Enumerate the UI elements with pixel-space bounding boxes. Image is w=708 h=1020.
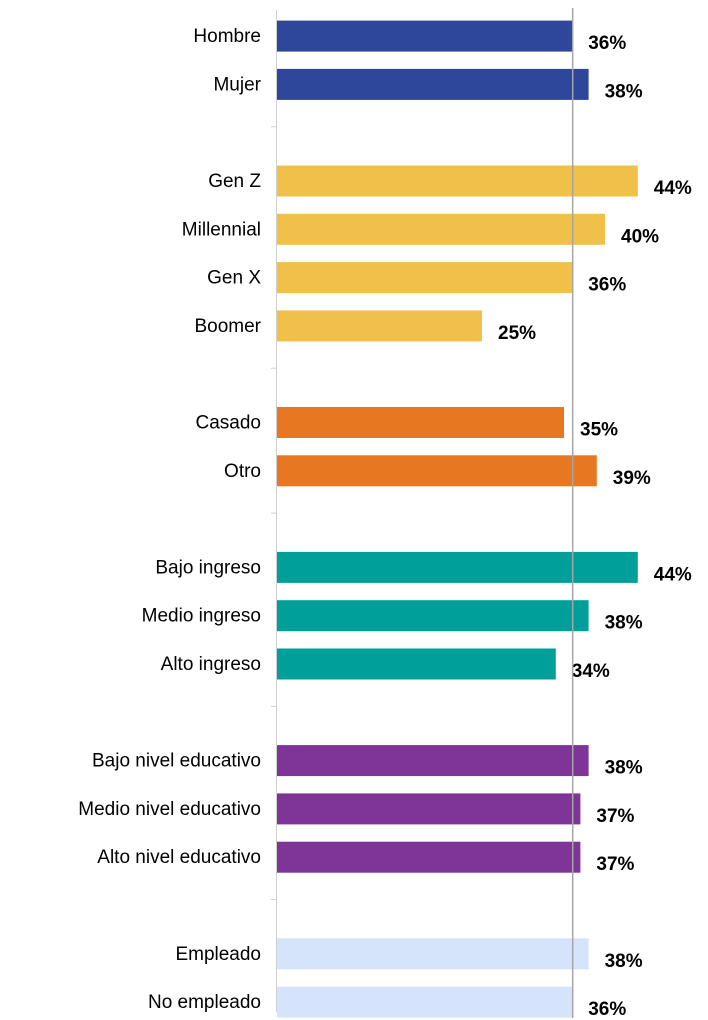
value-label: 38%: [605, 613, 643, 634]
category-label: Alto nivel educativo: [97, 847, 261, 868]
value-label: 38%: [605, 951, 643, 972]
bar: [277, 455, 597, 487]
category-label: Mujer: [213, 74, 261, 95]
labels-layer: Hombre 36% Mujer 38% Gen Z 44% Millennial 40% Ge…: [78, 8, 692, 1020]
bar: [277, 793, 581, 825]
category-label: Gen Z: [208, 171, 261, 192]
bar: [277, 262, 573, 294]
value-label: 37%: [596, 854, 634, 875]
category-label: Medio nivel educativo: [78, 799, 261, 820]
bar: [277, 213, 605, 245]
bar: [277, 551, 638, 583]
bar: [277, 841, 581, 873]
bar: [277, 938, 589, 970]
value-label: 34%: [572, 661, 610, 682]
value-label: 35%: [580, 420, 618, 441]
category-label: Medio ingreso: [142, 606, 261, 627]
category-label: Empleado: [175, 944, 261, 965]
value-label: 36%: [588, 275, 626, 296]
category-label: Alto ingreso: [161, 654, 261, 675]
bar: [277, 68, 589, 100]
bar: [277, 310, 482, 342]
value-label: 38%: [605, 81, 643, 102]
category-label: Bajo ingreso: [155, 557, 261, 578]
value-label: 44%: [654, 564, 692, 585]
bar: [277, 600, 589, 632]
category-label: Millennial: [182, 219, 261, 240]
axis-layer: [271, 10, 277, 1012]
bar: [277, 648, 556, 680]
value-label: 36%: [588, 999, 626, 1020]
category-label: Casado: [196, 413, 262, 434]
bar: [277, 20, 573, 52]
value-label: 38%: [605, 758, 643, 779]
value-label: 25%: [498, 323, 536, 344]
bar: [277, 986, 573, 1018]
category-label: Boomer: [194, 316, 261, 337]
value-label: 37%: [596, 806, 634, 827]
bar: [277, 745, 589, 777]
bar: [277, 165, 638, 197]
value-label: 39%: [613, 468, 651, 489]
value-label: 40%: [621, 226, 659, 247]
bar: [277, 407, 564, 438]
category-label: No empleado: [148, 992, 261, 1013]
value-label: 44%: [654, 178, 692, 199]
category-label: Gen X: [207, 268, 261, 289]
category-label: Hombre: [193, 26, 261, 47]
bars-layer: [277, 20, 638, 1018]
category-label: Otro: [224, 461, 261, 482]
category-label: Bajo nivel educativo: [92, 751, 261, 772]
value-label: 36%: [588, 33, 626, 54]
